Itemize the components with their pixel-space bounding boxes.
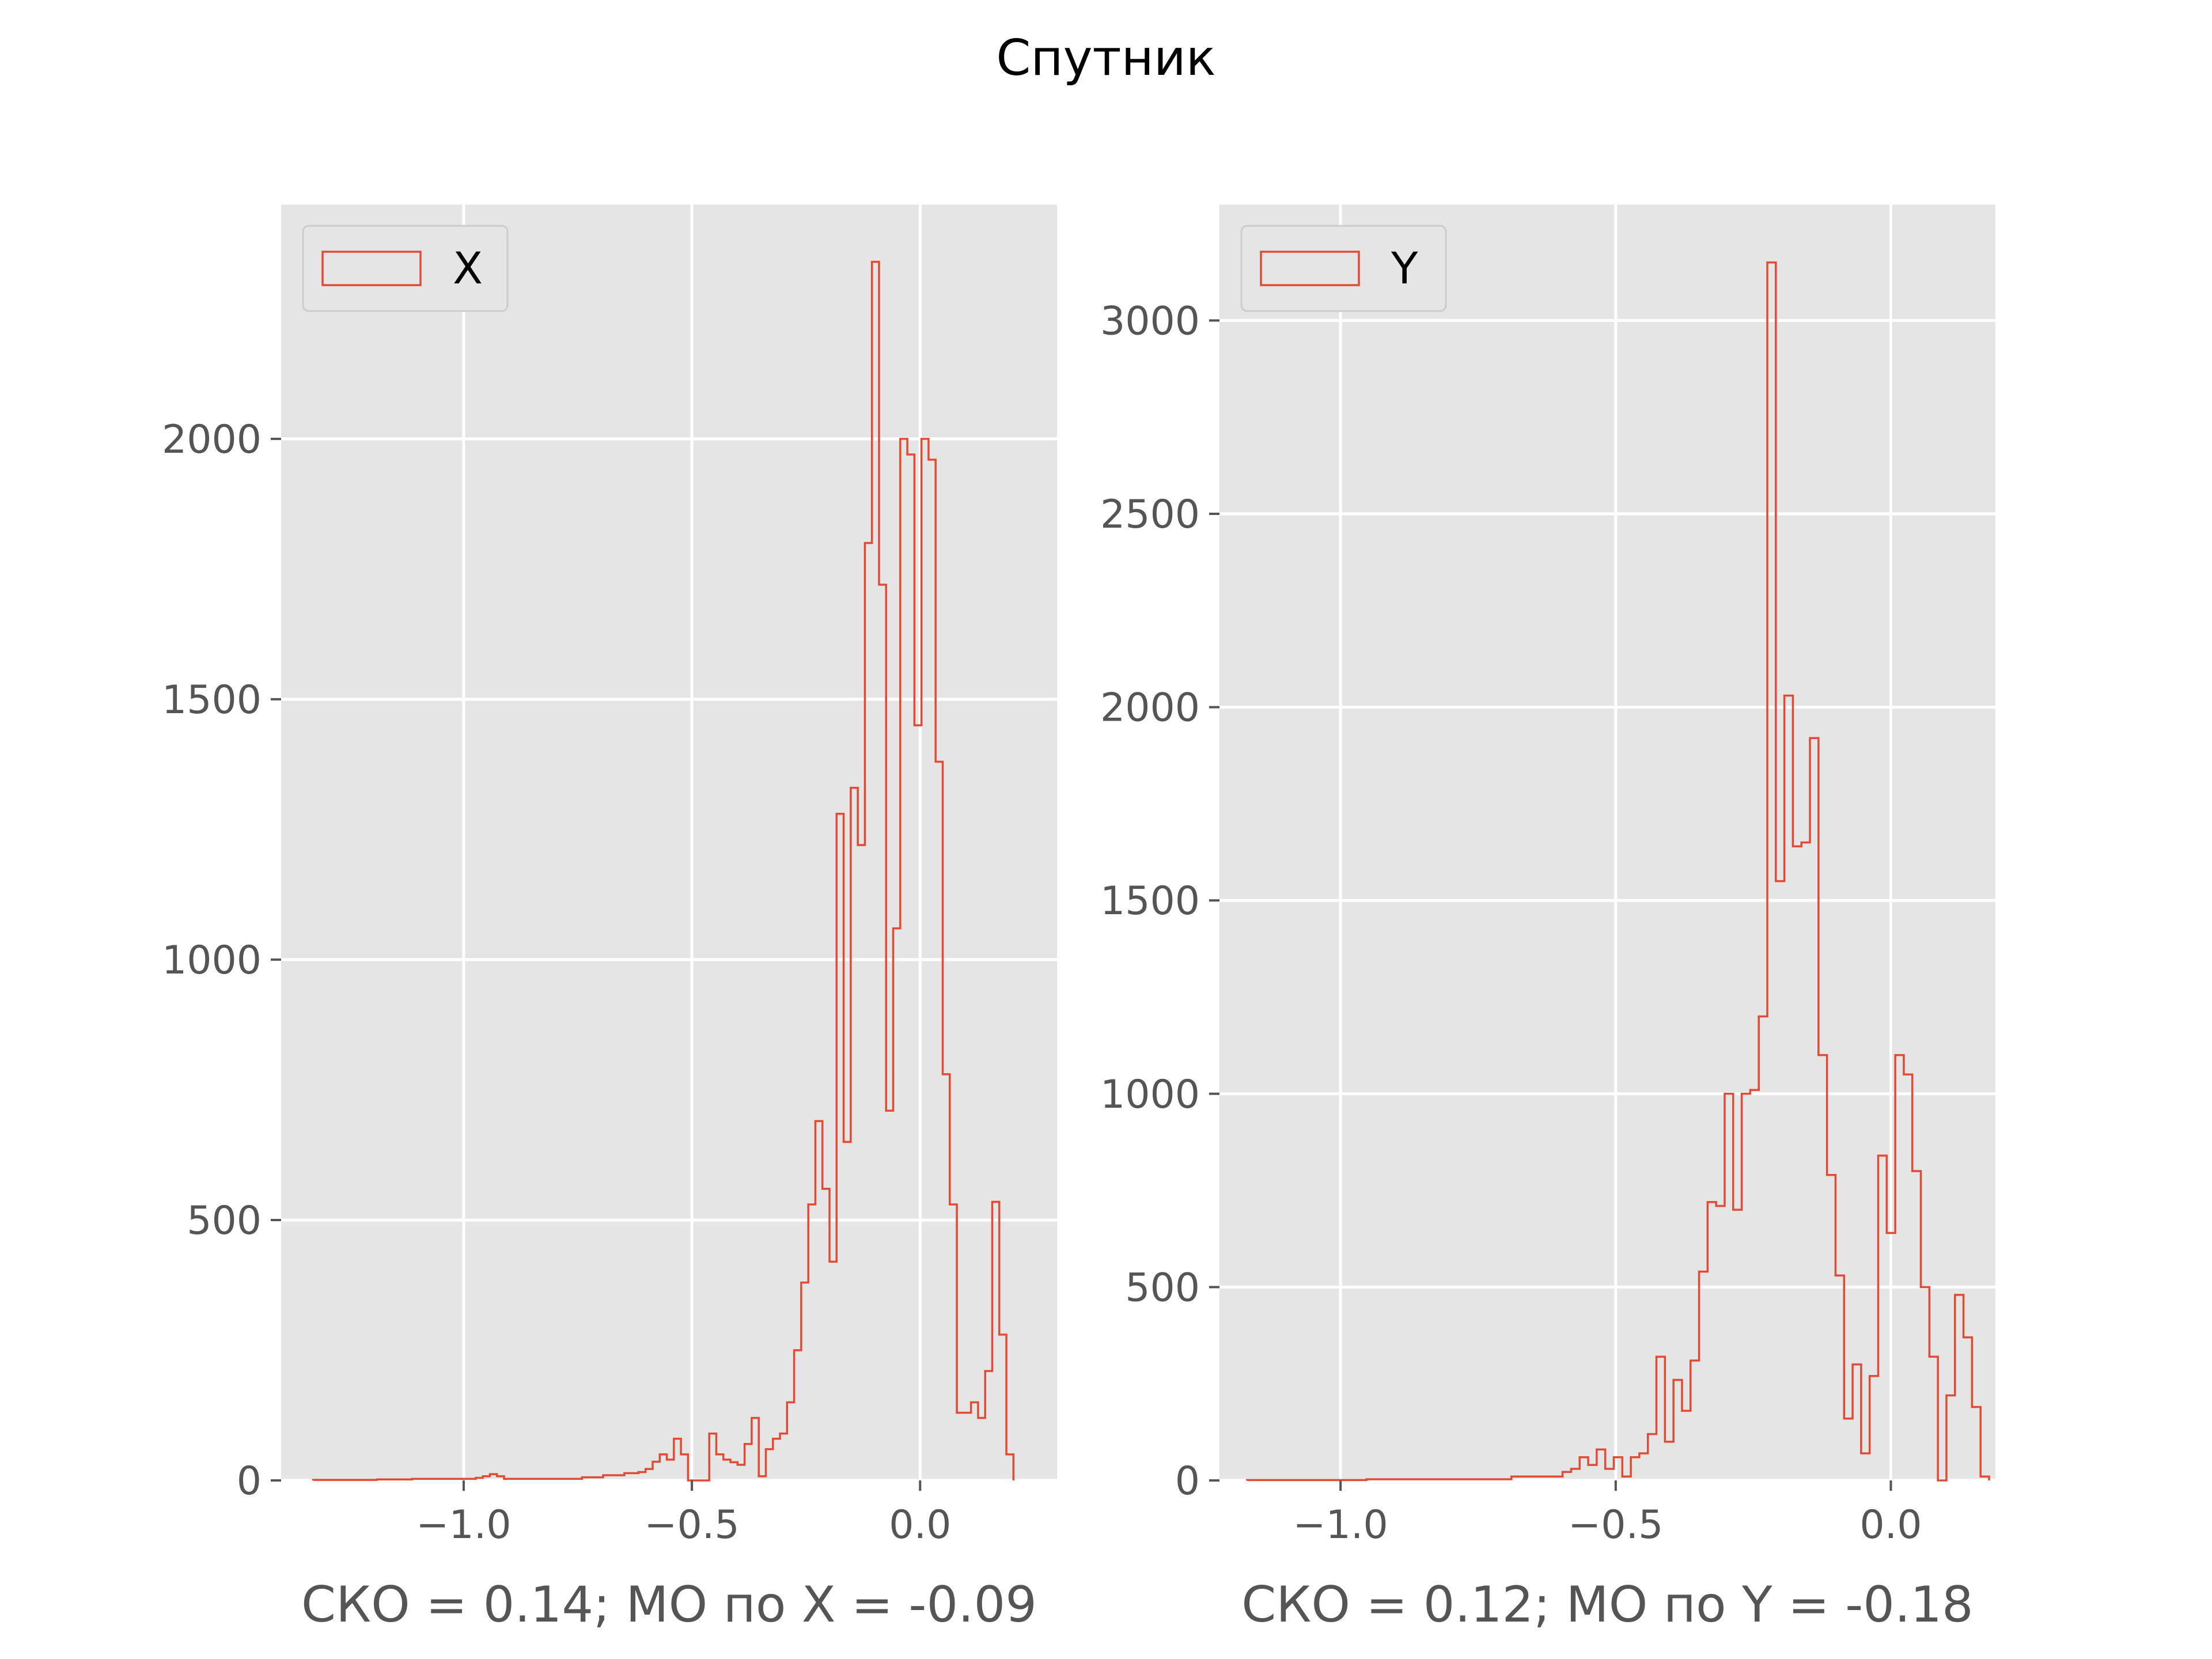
subplot-x: −1.0 −0.5 0.0 0 500 1000 1500 2000 СКО = 0.14; М… — [162, 204, 1057, 1634]
legend-label: Y — [1391, 243, 1418, 294]
figure-title: Спутник — [996, 29, 1215, 87]
x-axis-label: СКО = 0.12; МО по Y = -0.18 — [1241, 1576, 1974, 1634]
legend-label: X — [453, 243, 483, 294]
x-tick-label: 0.0 — [889, 1502, 951, 1548]
plot-area — [281, 204, 1057, 1480]
y-tick-label: 0 — [237, 1459, 262, 1504]
subplot-y: −1.0 −0.5 0.0 0 500 1000 1500 2000 2500 3000 СКО =… — [1100, 204, 1995, 1634]
x-tick-label: −0.5 — [1568, 1502, 1663, 1548]
y-tick-label: 2500 — [1100, 492, 1200, 537]
x-tick-label: −1.0 — [1293, 1502, 1388, 1548]
x-tick-label: −0.5 — [645, 1502, 740, 1548]
plot-area — [1219, 204, 1995, 1480]
y-tick-label: 1000 — [1100, 1072, 1200, 1118]
legend-swatch — [1260, 251, 1360, 286]
legend: Y — [1240, 225, 1447, 312]
x-tick-label: 0.0 — [1859, 1502, 1922, 1548]
x-tick-label: −1.0 — [416, 1502, 511, 1548]
y-tick-label: 3000 — [1100, 298, 1200, 344]
y-tick-label: 1500 — [1100, 878, 1200, 924]
legend: X — [302, 225, 509, 312]
legend-box — [1240, 225, 1447, 312]
y-tick-label: 500 — [1125, 1265, 1200, 1310]
histogram-series-X — [312, 260, 1015, 1482]
y-tick-label: 0 — [1175, 1459, 1200, 1504]
y-tick-label: 1000 — [162, 938, 262, 983]
y-tick-label: 1500 — [162, 677, 262, 723]
legend-box — [302, 225, 509, 312]
histogram-series-Y — [1246, 261, 1990, 1482]
y-tick-label: 2000 — [162, 417, 262, 463]
y-tick-label: 2000 — [1100, 685, 1200, 731]
y-tick-label: 500 — [187, 1198, 262, 1244]
legend-swatch — [321, 251, 422, 286]
x-axis-label: СКО = 0.14; МО по X = -0.09 — [301, 1576, 1037, 1634]
